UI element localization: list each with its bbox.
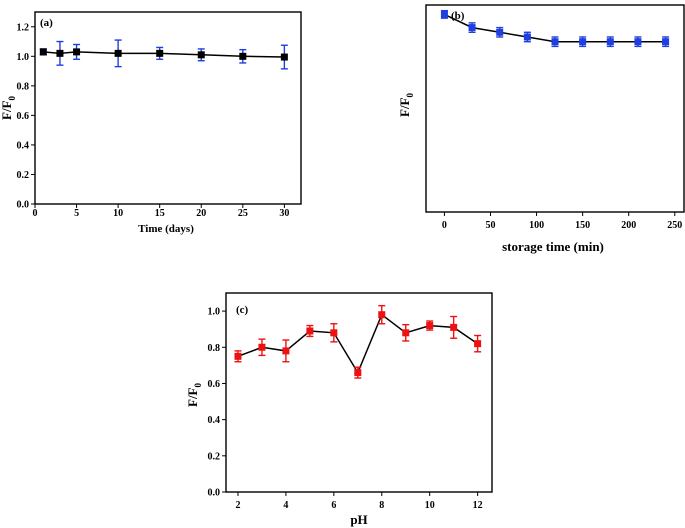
data-point-a-7	[280, 53, 288, 61]
x-axis-label-c: pH	[350, 512, 367, 527]
data-point-c-1	[258, 343, 266, 351]
panel-c: (c) pH F/F0 2 4 6 8 10 12 0.0 0.2 0.4 0.6 0.8 1.0	[185, 292, 493, 527]
x-axis-label-a: Time (days)	[138, 223, 194, 235]
svg-text:F/F0: F/F0	[185, 383, 203, 408]
data-point-a-1	[56, 49, 64, 57]
x-tick-label-b-4: 200	[621, 220, 636, 231]
x-tick-label-a-0: 0	[33, 208, 38, 219]
x-tick-label-c-1: 4	[283, 500, 288, 511]
y-axis-label-c: F/F0	[185, 383, 203, 408]
y-tick-label-c-3: 0.6	[208, 379, 221, 390]
data-point-c-5	[354, 369, 362, 377]
x-tick-label-c-3: 8	[379, 500, 384, 511]
panel-a: (a) Time (days) F/F0 0 5 10 15 20 25 30 0.0 0.2 0…	[0, 11, 302, 235]
panel-b: (b) storage time (min) F/F0 0 50 100 150 200…	[397, 4, 685, 254]
panel-label-c: (c)	[236, 304, 249, 316]
y-tick-label-a-0: 0.0	[17, 200, 30, 211]
y-tick-label-c-0: 0.0	[208, 488, 221, 499]
data-point-b-3	[523, 33, 531, 41]
x-tick-label-b-1: 50	[486, 220, 496, 231]
data-point-c-4	[330, 329, 338, 337]
plot-frame-c	[225, 292, 493, 493]
data-point-c-7	[402, 329, 410, 337]
x-tick-label-c-2: 6	[331, 500, 336, 511]
x-tick-label-a-5: 25	[238, 208, 248, 219]
y-axis-label-a: F/F0	[0, 96, 17, 121]
data-point-c-9	[450, 323, 458, 331]
data-point-c-3	[306, 327, 314, 335]
data-point-a-0	[39, 48, 47, 56]
x-tick-label-a-4: 20	[196, 208, 206, 219]
x-tick-label-c-4: 10	[425, 500, 435, 511]
x-axis-label-b: storage time (min)	[502, 239, 604, 254]
data-point-b-7	[634, 38, 642, 46]
y-tick-label-a-3: 0.6	[17, 111, 30, 122]
data-point-a-6	[239, 52, 247, 60]
y-tick-label-c-1: 0.2	[208, 451, 221, 462]
svg-text:F/F0: F/F0	[397, 93, 415, 118]
data-point-a-3	[114, 49, 122, 57]
data-point-b-0	[440, 10, 448, 18]
data-point-c-10	[474, 340, 482, 348]
data-point-b-8	[662, 38, 670, 46]
data-point-c-6	[378, 311, 386, 319]
y-tick-label-a-5: 1.0	[17, 52, 30, 63]
data-point-b-2	[496, 28, 504, 36]
data-point-a-2	[73, 48, 81, 56]
x-tick-label-b-3: 150	[575, 220, 590, 231]
x-tick-label-a-6: 30	[279, 208, 289, 219]
svg-text:F/F0: F/F0	[0, 96, 17, 121]
x-tick-label-a-3: 15	[155, 208, 165, 219]
y-tick-label-c-4: 0.8	[208, 343, 221, 354]
data-point-c-2	[282, 347, 290, 355]
data-point-a-4	[156, 49, 164, 57]
data-point-b-6	[606, 38, 614, 46]
y-tick-label-a-4: 0.8	[17, 81, 30, 92]
y-tick-label-a-1: 0.2	[17, 170, 30, 181]
data-point-b-4	[551, 38, 559, 46]
x-tick-label-b-2: 100	[529, 220, 544, 231]
x-tick-label-b-0: 0	[442, 220, 447, 231]
x-tick-label-c-5: 12	[473, 500, 483, 511]
x-tick-label-b-5: 250	[667, 220, 682, 231]
data-point-c-8	[426, 322, 434, 330]
data-point-a-5	[197, 51, 205, 59]
plot-frame-b	[425, 4, 685, 213]
y-tick-label-a-2: 0.4	[17, 140, 30, 151]
x-tick-label-a-2: 10	[113, 208, 123, 219]
x-tick-label-c-0: 2	[235, 500, 240, 511]
y-axis-label-b: F/F0	[397, 93, 415, 118]
data-point-b-5	[579, 38, 587, 46]
y-tick-label-c-2: 0.4	[208, 415, 221, 426]
plot-frame-a	[34, 11, 302, 205]
y-tick-label-c-5: 1.0	[208, 307, 221, 318]
data-point-b-1	[468, 24, 476, 32]
y-tick-label-a-6: 1.2	[17, 22, 30, 33]
panel-label-a: (a)	[40, 17, 53, 29]
data-point-c-0	[234, 352, 242, 360]
series-line-c	[237, 313, 479, 375]
x-tick-label-a-1: 5	[74, 208, 79, 219]
